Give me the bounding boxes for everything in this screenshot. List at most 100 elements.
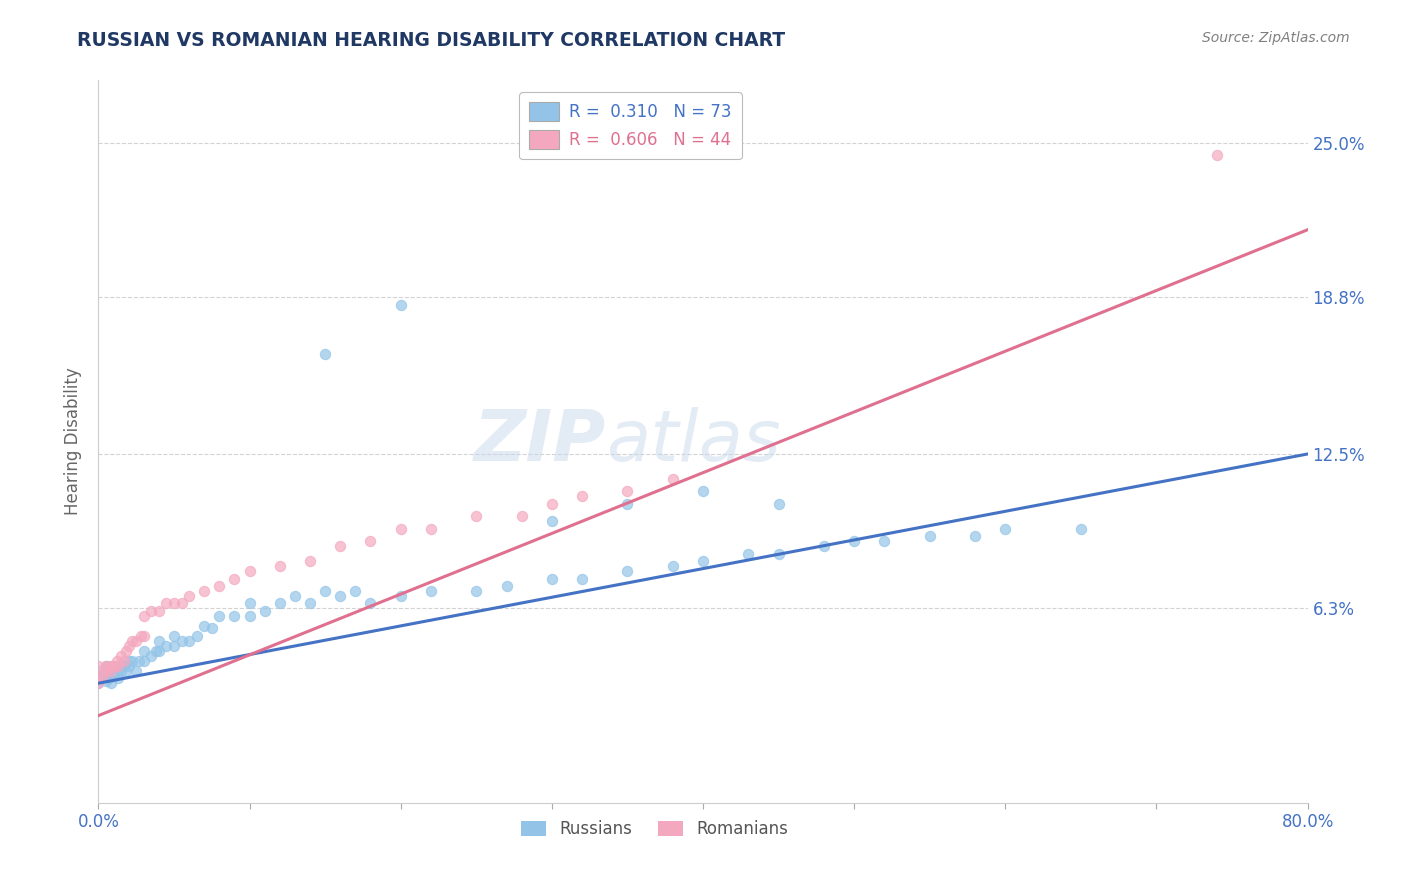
Point (661, 472, 683, 486)
Point (118, 639, 141, 653)
Point (299, 554, 322, 568)
Point (965, 529, 987, 543)
Point (114, 644, 136, 658)
Point (118, 654, 141, 668)
Point (239, 564, 262, 578)
Point (224, 609, 246, 624)
Point (918, 529, 941, 543)
Point (107, 658, 129, 673)
Point (465, 584, 488, 599)
Point (360, 534, 382, 549)
Point (110, 648, 132, 663)
Point (87, 669, 110, 683)
Point (661, 559, 683, 574)
Point (118, 658, 141, 673)
Point (105, 654, 128, 668)
Text: ZIP: ZIP (474, 407, 606, 476)
Y-axis label: Hearing Disability: Hearing Disability (65, 368, 83, 516)
Point (692, 484, 714, 499)
Point (121, 654, 143, 668)
Point (148, 604, 170, 618)
Point (329, 539, 352, 553)
Point (100, 664, 122, 678)
Point (994, 522, 1017, 536)
Point (616, 564, 638, 578)
Point (94, 673, 117, 688)
Point (103, 658, 125, 673)
Point (87, 664, 110, 678)
Point (163, 597, 186, 611)
Point (844, 534, 866, 549)
Point (193, 619, 215, 633)
Point (873, 534, 896, 549)
Point (112, 654, 135, 668)
Point (112, 658, 135, 673)
Point (571, 572, 593, 586)
Point (253, 604, 276, 618)
Point (239, 609, 262, 624)
Point (98, 658, 121, 673)
Point (389, 297, 412, 311)
Point (465, 509, 488, 524)
Point (208, 609, 231, 624)
Point (87, 676, 110, 690)
Point (179, 633, 201, 648)
Point (540, 572, 562, 586)
Point (155, 597, 177, 611)
Point (145, 644, 167, 658)
Point (239, 597, 262, 611)
Point (616, 497, 638, 511)
Legend: Russians, Romanians: Russians, Romanians (515, 814, 794, 845)
Point (132, 609, 155, 624)
Point (179, 589, 201, 603)
Point (768, 497, 790, 511)
Point (813, 539, 835, 553)
Point (420, 522, 443, 536)
Point (1070, 522, 1092, 536)
Point (269, 597, 291, 611)
Point (201, 621, 224, 635)
Point (208, 579, 231, 593)
Point (170, 633, 193, 648)
Point (389, 522, 412, 536)
Point (163, 629, 186, 643)
Point (141, 648, 163, 663)
Point (495, 579, 517, 593)
Text: RUSSIAN VS ROMANIAN HEARING DISABILITY CORRELATION CHART: RUSSIAN VS ROMANIAN HEARING DISABILITY C… (77, 31, 786, 50)
Point (125, 633, 148, 648)
Point (510, 509, 533, 524)
Point (105, 664, 128, 678)
Point (87, 658, 110, 673)
Point (314, 347, 336, 361)
Point (101, 658, 124, 673)
Point (103, 658, 125, 673)
Point (344, 584, 367, 599)
Point (121, 633, 143, 648)
Point (616, 484, 638, 499)
Point (128, 654, 150, 668)
Point (768, 547, 790, 561)
Point (170, 597, 193, 611)
Point (571, 489, 593, 503)
Point (148, 633, 170, 648)
Point (94, 664, 117, 678)
Point (148, 644, 170, 658)
Point (314, 584, 336, 599)
Point (100, 676, 122, 690)
Point (540, 514, 562, 528)
Point (132, 644, 155, 658)
Point (132, 654, 155, 668)
Point (186, 629, 208, 643)
Point (100, 664, 122, 678)
Point (87, 669, 110, 683)
Point (1206, 148, 1229, 162)
Point (101, 669, 124, 683)
Point (329, 589, 352, 603)
Point (141, 604, 163, 618)
Point (110, 658, 132, 673)
Text: atlas: atlas (606, 407, 780, 476)
Point (110, 664, 132, 678)
Point (155, 639, 177, 653)
Point (389, 589, 412, 603)
Point (94, 669, 117, 683)
